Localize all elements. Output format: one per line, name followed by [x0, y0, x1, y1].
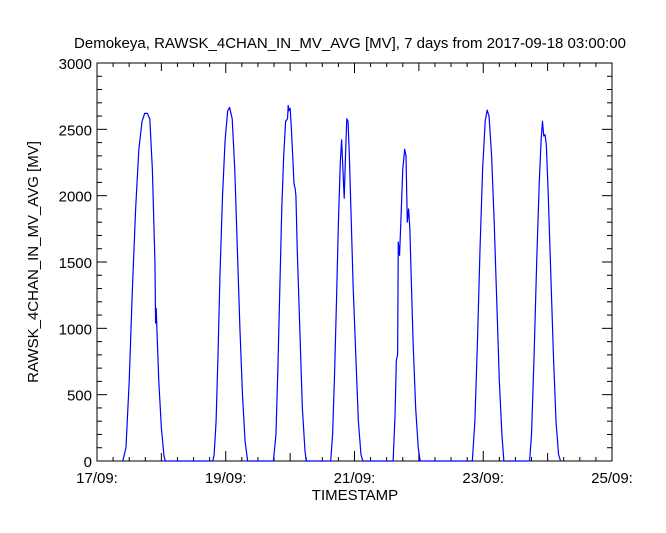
x-axis-label: TIMESTAMP	[312, 487, 398, 504]
y-tick-label: 500	[67, 388, 92, 405]
x-tick-label: 17/09:	[76, 470, 118, 487]
y-axis-label: RAWSK_4CHAN_IN_MV_AVG [MV]	[25, 141, 42, 383]
x-tick-label: 19/09:	[205, 470, 247, 487]
x-tick-label: 21/09:	[334, 470, 376, 487]
y-tick-label: 1500	[59, 255, 92, 272]
x-tick-label: 23/09:	[462, 470, 504, 487]
y-axis: 0 500 1000 1500 2000 2500 3000	[59, 56, 612, 471]
chart-title: Demokeya, RAWSK_4CHAN_IN_MV_AVG [MV], 7 …	[74, 35, 626, 52]
y-tick-label: 2000	[59, 189, 92, 206]
y-tick-label: 1000	[59, 321, 92, 338]
series-line	[122, 104, 562, 462]
x-axis: 17/09: 19/09: 21/09: 23/09: 25/09:	[76, 63, 633, 487]
series-group	[122, 104, 562, 462]
x-tick-label: 25/09:	[591, 470, 633, 487]
plot-frame	[96, 62, 613, 462]
y-tick-label: 3000	[59, 56, 92, 73]
y-tick-label: 0	[84, 454, 92, 471]
y-tick-label: 2500	[59, 122, 92, 139]
